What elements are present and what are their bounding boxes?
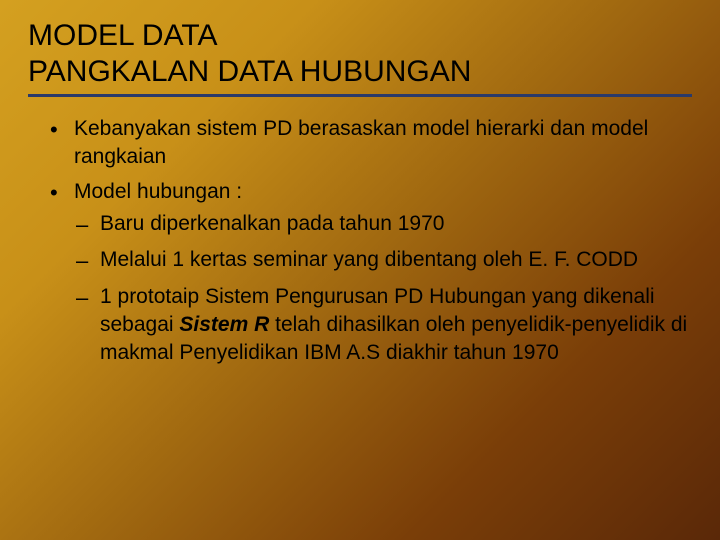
- bullet-list: Kebanyakan sistem PD berasaskan model hi…: [28, 115, 692, 368]
- list-item: Model hubungan : Baru diperkenalkan pada…: [28, 178, 692, 368]
- list-item: 1 prototaip Sistem Pengurusan PD Hubunga…: [74, 283, 692, 368]
- sub-bullet-text: Melalui 1 kertas seminar yang dibentang …: [100, 248, 638, 271]
- list-item: Melalui 1 kertas seminar yang dibentang …: [74, 246, 692, 274]
- list-item: Kebanyakan sistem PD berasaskan model hi…: [28, 115, 692, 172]
- slide-title: MODEL DATA PANGKALAN DATA HUBUNGAN: [28, 18, 692, 97]
- title-line-2: PANGKALAN DATA HUBUNGAN: [28, 55, 471, 88]
- emphasized-term: Sistem R: [179, 313, 269, 336]
- sub-bullet-text: Baru diperkenalkan pada tahun 1970: [100, 212, 444, 235]
- bullet-text: Model hubungan :: [74, 180, 242, 203]
- title-line-1: MODEL DATA: [28, 19, 217, 52]
- bullet-text: Kebanyakan sistem PD berasaskan model hi…: [74, 117, 648, 168]
- sub-bullet-list: Baru diperkenalkan pada tahun 1970 Melal…: [74, 210, 692, 368]
- list-item: Baru diperkenalkan pada tahun 1970: [74, 210, 692, 238]
